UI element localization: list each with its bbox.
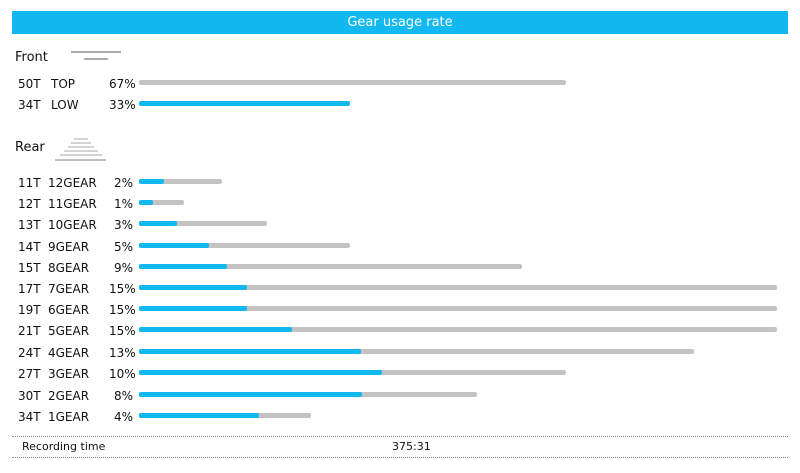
gear-usage-bar-fill bbox=[139, 392, 362, 397]
gear-name-label: 2GEAR bbox=[48, 389, 90, 403]
gear-usage-bar-track bbox=[139, 200, 184, 205]
rear-gear-row: 27T 3GEAR 10% bbox=[0, 366, 800, 382]
gear-teeth-label: 34T bbox=[18, 98, 41, 112]
gear-name-label: 12GEAR bbox=[48, 176, 97, 190]
gear-teeth-label: 12T bbox=[18, 197, 41, 211]
gear-usage-bar-fill bbox=[139, 285, 247, 290]
gear-name-label: 1GEAR bbox=[48, 410, 90, 424]
gear-usage-bar-track bbox=[139, 306, 777, 311]
gear-usage-bar-track bbox=[139, 221, 267, 226]
rear-gear-row: 11T 12GEAR 2% bbox=[0, 175, 800, 191]
gear-usage-percent: 67% bbox=[109, 77, 136, 91]
rear-gear-row: 24T 4GEAR 13% bbox=[0, 345, 800, 361]
rear-section-title: Rear bbox=[15, 140, 45, 155]
gear-name-label: 4GEAR bbox=[48, 346, 90, 360]
gear-teeth-label: 19T bbox=[18, 303, 41, 317]
rear-gear-row: 14T 9GEAR 5% bbox=[0, 239, 800, 255]
gear-usage-bar-fill bbox=[139, 101, 350, 106]
gear-name-label: 7GEAR bbox=[48, 282, 90, 296]
gear-name-label: 9GEAR bbox=[48, 240, 90, 254]
gear-teeth-label: 14T bbox=[18, 240, 41, 254]
rear-gear-row: 19T 6GEAR 15% bbox=[0, 302, 800, 318]
gear-usage-bar-fill bbox=[139, 221, 177, 226]
rear-gear-row: 34T 1GEAR 4% bbox=[0, 409, 800, 425]
gear-usage-bar-track bbox=[139, 327, 777, 332]
gear-usage-bar-fill bbox=[139, 200, 153, 205]
gear-usage-bar-fill bbox=[139, 306, 247, 311]
header-title: Gear usage rate bbox=[347, 15, 453, 30]
gear-name-label: 8GEAR bbox=[48, 261, 90, 275]
gear-usage-bar-track bbox=[139, 285, 777, 290]
gear-usage-percent: 15% bbox=[109, 303, 136, 317]
front-gear-row: 34T LOW 33% bbox=[0, 97, 800, 113]
gear-usage-percent: 15% bbox=[109, 282, 136, 296]
gear-usage-percent: 13% bbox=[109, 346, 136, 360]
gear-name-label: 6GEAR bbox=[48, 303, 90, 317]
gear-name-label: 3GEAR bbox=[48, 367, 90, 381]
gear-teeth-label: 50T bbox=[18, 77, 41, 91]
gear-teeth-label: 21T bbox=[18, 324, 41, 338]
gear-usage-percent: 9% bbox=[113, 261, 133, 275]
rear-gear-row: 17T 7GEAR 15% bbox=[0, 281, 800, 297]
gear-usage-percent: 1% bbox=[113, 197, 133, 211]
rear-gear-row: 12T 11GEAR 1% bbox=[0, 196, 800, 212]
gear-usage-bar-track bbox=[139, 349, 694, 354]
gear-usage-bar-fill bbox=[139, 179, 164, 184]
gear-usage-percent: 8% bbox=[113, 389, 133, 403]
gear-usage-bar-track bbox=[139, 243, 350, 248]
gear-name-label: LOW bbox=[51, 98, 79, 112]
gear-name-label: 11GEAR bbox=[48, 197, 97, 211]
gear-teeth-label: 34T bbox=[18, 410, 41, 424]
gear-usage-bar-track bbox=[139, 413, 311, 418]
gear-usage-percent: 15% bbox=[109, 324, 136, 338]
gear-usage-bar-fill bbox=[139, 327, 292, 332]
gear-usage-bar-fill bbox=[139, 264, 227, 269]
header-bar: Gear usage rate bbox=[12, 11, 788, 34]
gear-name-label: 5GEAR bbox=[48, 324, 90, 338]
gear-teeth-label: 27T bbox=[18, 367, 41, 381]
gear-usage-bar-fill bbox=[139, 370, 382, 375]
front-gear-row: 50T TOP 67% bbox=[0, 76, 800, 92]
gear-usage-percent: 10% bbox=[109, 367, 136, 381]
gear-usage-percent: 4% bbox=[113, 410, 133, 424]
rear-gear-row: 30T 2GEAR 8% bbox=[0, 388, 800, 404]
gear-usage-bar-fill bbox=[139, 413, 259, 418]
gear-usage-bar-fill bbox=[139, 243, 209, 248]
gear-teeth-label: 15T bbox=[18, 261, 41, 275]
gear-name-label: TOP bbox=[51, 77, 76, 91]
gear-teeth-label: 11T bbox=[18, 176, 41, 190]
recording-time-label: Recording time bbox=[22, 440, 106, 453]
recording-time-value: 375:31 bbox=[392, 440, 431, 453]
gear-teeth-label: 24T bbox=[18, 346, 41, 360]
gear-usage-percent: 5% bbox=[113, 240, 133, 254]
gear-usage-percent: 33% bbox=[109, 98, 136, 112]
gear-teeth-label: 30T bbox=[18, 389, 41, 403]
gear-usage-bar-track bbox=[139, 80, 566, 85]
gear-teeth-label: 17T bbox=[18, 282, 41, 296]
gear-name-label: 10GEAR bbox=[48, 218, 97, 232]
front-section-title: Front bbox=[15, 50, 48, 65]
gear-usage-percent: 3% bbox=[113, 218, 133, 232]
gear-usage-bar-track bbox=[139, 101, 350, 106]
rear-gear-row: 21T 5GEAR 15% bbox=[0, 323, 800, 339]
gear-usage-bar-track bbox=[139, 179, 222, 184]
gear-usage-bar-track bbox=[139, 370, 566, 375]
recording-time-row: Recording time 375:31 bbox=[12, 436, 788, 458]
gear-usage-percent: 2% bbox=[113, 176, 133, 190]
gear-teeth-label: 13T bbox=[18, 218, 41, 232]
gear-usage-bar-track bbox=[139, 264, 522, 269]
rear-gear-row: 15T 8GEAR 9% bbox=[0, 260, 800, 276]
rear-gear-row: 13T 10GEAR 3% bbox=[0, 217, 800, 233]
gear-usage-bar-track bbox=[139, 392, 477, 397]
gear-usage-bar-fill bbox=[139, 349, 361, 354]
